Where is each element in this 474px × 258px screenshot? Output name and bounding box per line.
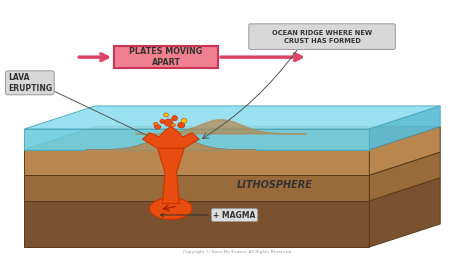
Polygon shape <box>24 129 369 150</box>
Text: LAVA
ERUPTING: LAVA ERUPTING <box>8 73 52 93</box>
FancyBboxPatch shape <box>249 24 395 50</box>
Polygon shape <box>24 106 440 129</box>
Polygon shape <box>369 126 440 175</box>
Polygon shape <box>369 106 440 150</box>
Ellipse shape <box>155 125 161 129</box>
FancyBboxPatch shape <box>114 46 218 68</box>
Polygon shape <box>24 178 440 201</box>
Polygon shape <box>24 150 369 175</box>
Text: Copyright © Save My Exams. All Rights Reserved: Copyright © Save My Exams. All Rights Re… <box>183 250 291 254</box>
Ellipse shape <box>164 113 168 117</box>
Ellipse shape <box>164 119 173 126</box>
Ellipse shape <box>171 124 175 127</box>
Ellipse shape <box>178 122 185 128</box>
Polygon shape <box>24 201 369 247</box>
Text: + MAGMA: + MAGMA <box>161 211 256 220</box>
Polygon shape <box>369 152 440 201</box>
Text: OCEAN RIDGE WHERE NEW
CRUST HAS FORMED: OCEAN RIDGE WHERE NEW CRUST HAS FORMED <box>272 30 372 44</box>
Polygon shape <box>143 126 199 148</box>
Ellipse shape <box>172 116 177 121</box>
Polygon shape <box>157 148 184 203</box>
Ellipse shape <box>160 119 164 123</box>
Polygon shape <box>24 152 440 175</box>
Ellipse shape <box>154 122 158 126</box>
Polygon shape <box>24 175 369 201</box>
Polygon shape <box>369 178 440 247</box>
Ellipse shape <box>181 118 187 123</box>
Text: LITHOSPHERE: LITHOSPHERE <box>237 180 313 190</box>
Polygon shape <box>24 126 440 150</box>
Ellipse shape <box>150 198 192 220</box>
Text: PLATES MOVING
APART: PLATES MOVING APART <box>129 47 203 67</box>
